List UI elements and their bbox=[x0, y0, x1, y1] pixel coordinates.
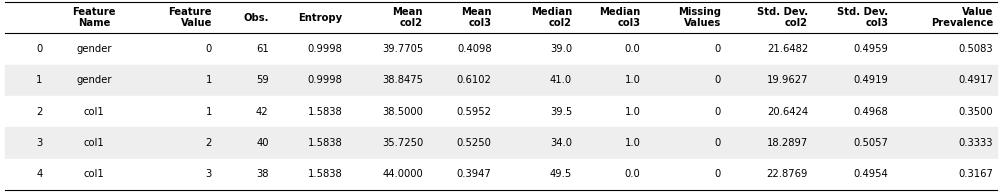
Text: 41.0: 41.0 bbox=[550, 75, 572, 85]
Bar bbox=[5, 159, 997, 190]
Text: 0.0: 0.0 bbox=[625, 44, 640, 54]
Text: 0: 0 bbox=[714, 138, 721, 148]
Text: Std. Dev.
col3: Std. Dev. col3 bbox=[838, 7, 889, 28]
Text: 3: 3 bbox=[36, 138, 42, 148]
Text: 3: 3 bbox=[205, 169, 212, 179]
Text: 59: 59 bbox=[256, 75, 269, 85]
Text: 0.5250: 0.5250 bbox=[457, 138, 492, 148]
Text: 1.5838: 1.5838 bbox=[308, 169, 343, 179]
Text: Feature
Name: Feature Name bbox=[72, 7, 116, 28]
Text: 0.4954: 0.4954 bbox=[854, 169, 889, 179]
Text: Entropy: Entropy bbox=[299, 13, 343, 23]
Text: 0.3167: 0.3167 bbox=[958, 169, 993, 179]
Text: 61: 61 bbox=[256, 44, 269, 54]
Text: 0.4917: 0.4917 bbox=[958, 75, 993, 85]
Text: Missing
Values: Missing Values bbox=[678, 7, 721, 28]
Text: 1.5838: 1.5838 bbox=[308, 107, 343, 117]
Text: Median
col2: Median col2 bbox=[531, 7, 572, 28]
Text: Mean
col3: Mean col3 bbox=[461, 7, 492, 28]
Text: 40: 40 bbox=[257, 138, 269, 148]
Text: col1: col1 bbox=[84, 169, 104, 179]
Text: 0.5952: 0.5952 bbox=[457, 107, 492, 117]
Bar bbox=[5, 2, 997, 33]
Text: col1: col1 bbox=[84, 138, 104, 148]
Text: 1.0: 1.0 bbox=[624, 107, 640, 117]
Text: Value
Prevalence: Value Prevalence bbox=[931, 7, 993, 28]
Text: 18.2897: 18.2897 bbox=[767, 138, 808, 148]
Text: Mean
col2: Mean col2 bbox=[393, 7, 423, 28]
Text: 0: 0 bbox=[36, 44, 42, 54]
Text: 0.5057: 0.5057 bbox=[854, 138, 889, 148]
Text: 0.4919: 0.4919 bbox=[854, 75, 889, 85]
Text: 0.3947: 0.3947 bbox=[457, 169, 492, 179]
Text: 0.9998: 0.9998 bbox=[308, 75, 343, 85]
Text: 38: 38 bbox=[257, 169, 269, 179]
Text: 44.0000: 44.0000 bbox=[383, 169, 423, 179]
Text: 21.6482: 21.6482 bbox=[767, 44, 808, 54]
Bar bbox=[5, 33, 997, 65]
Text: 0.4968: 0.4968 bbox=[854, 107, 889, 117]
Text: 49.5: 49.5 bbox=[550, 169, 572, 179]
Text: 20.6424: 20.6424 bbox=[767, 107, 808, 117]
Text: col1: col1 bbox=[84, 107, 104, 117]
Text: 0.3333: 0.3333 bbox=[959, 138, 993, 148]
Text: 39.0: 39.0 bbox=[550, 44, 572, 54]
Text: 0.6102: 0.6102 bbox=[457, 75, 492, 85]
Text: 0: 0 bbox=[714, 107, 721, 117]
Text: 39.7705: 39.7705 bbox=[382, 44, 423, 54]
Text: 22.8769: 22.8769 bbox=[767, 169, 808, 179]
Text: Median
col3: Median col3 bbox=[599, 7, 640, 28]
Text: 42: 42 bbox=[256, 107, 269, 117]
Text: 1.0: 1.0 bbox=[624, 138, 640, 148]
Text: 1: 1 bbox=[36, 75, 42, 85]
Text: 1.0: 1.0 bbox=[624, 75, 640, 85]
Text: 4: 4 bbox=[36, 169, 42, 179]
Text: 2: 2 bbox=[205, 138, 212, 148]
Text: 0.4959: 0.4959 bbox=[854, 44, 889, 54]
Text: 0.4098: 0.4098 bbox=[457, 44, 492, 54]
Text: Feature
Value: Feature Value bbox=[168, 7, 212, 28]
Text: 0: 0 bbox=[714, 169, 721, 179]
Text: 38.5000: 38.5000 bbox=[382, 107, 423, 117]
Text: 0.0: 0.0 bbox=[625, 169, 640, 179]
Text: 19.9627: 19.9627 bbox=[767, 75, 808, 85]
Text: 1: 1 bbox=[205, 107, 212, 117]
Bar bbox=[5, 65, 997, 96]
Text: 0.5083: 0.5083 bbox=[958, 44, 993, 54]
Text: 0.3500: 0.3500 bbox=[958, 107, 993, 117]
Text: 35.7250: 35.7250 bbox=[382, 138, 423, 148]
Text: 1.5838: 1.5838 bbox=[308, 138, 343, 148]
Text: gender: gender bbox=[76, 44, 112, 54]
Text: 2: 2 bbox=[36, 107, 42, 117]
Bar bbox=[5, 127, 997, 159]
Text: gender: gender bbox=[76, 75, 112, 85]
Text: Obs.: Obs. bbox=[243, 13, 269, 23]
Text: 38.8475: 38.8475 bbox=[382, 75, 423, 85]
Text: 1: 1 bbox=[205, 75, 212, 85]
Text: 0: 0 bbox=[714, 44, 721, 54]
Text: 39.5: 39.5 bbox=[550, 107, 572, 117]
Bar bbox=[5, 96, 997, 127]
Text: Std. Dev.
col2: Std. Dev. col2 bbox=[757, 7, 808, 28]
Text: 34.0: 34.0 bbox=[550, 138, 572, 148]
Text: 0: 0 bbox=[205, 44, 212, 54]
Text: 0.9998: 0.9998 bbox=[308, 44, 343, 54]
Text: 0: 0 bbox=[714, 75, 721, 85]
